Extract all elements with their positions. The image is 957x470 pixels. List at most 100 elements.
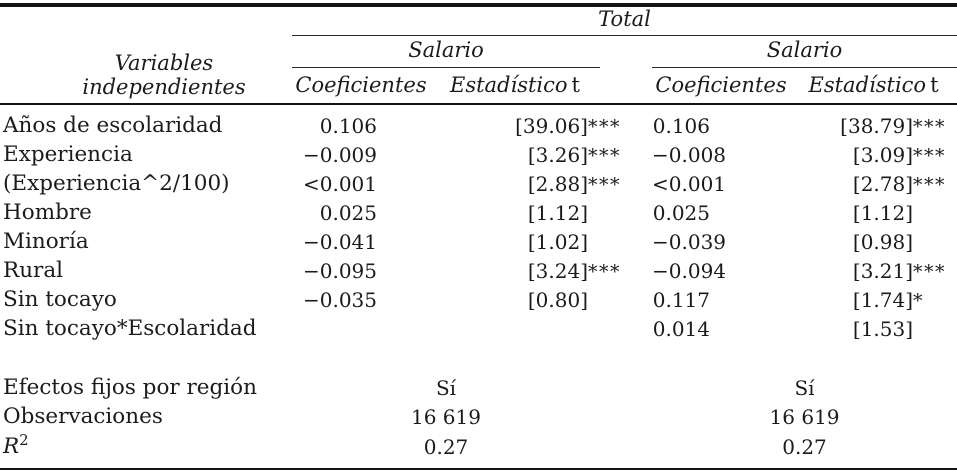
coefficient-cell: 0.106: [319, 113, 377, 138]
t-statistic-cell: [38.79]***: [840, 113, 947, 138]
header-gap: [600, 67, 652, 105]
t-statistic-cell: [2.78]***: [852, 171, 947, 196]
table-body: Años de escolaridad 0.106 [39.06]*** 0.1…: [0, 104, 957, 345]
summary-value: 0.27: [652, 431, 957, 470]
table-row: Años de escolaridad 0.106 [39.06]*** 0.1…: [0, 104, 957, 142]
t-value: [3.26]: [527, 142, 588, 167]
coefficient-cell: −0.009: [302, 142, 377, 167]
t-statistic-cell: [0.80]: [430, 287, 600, 316]
coefficient-cell: 0.025: [319, 200, 377, 225]
spacer-row: [0, 345, 957, 374]
summary-row-observations: Observaciones 16 619 16 619: [0, 403, 957, 432]
column-header-estadistico-t-1: Estadístico t: [430, 67, 600, 105]
table-summary: Efectos fijos por región Sí Sí Observaci…: [0, 345, 957, 470]
coefficient-cell: [292, 316, 430, 345]
stub-header-variables-independientes: Variables independientes: [0, 5, 292, 105]
summary-value: 16 619: [769, 404, 840, 429]
t-statistic-cell: [2.88]***: [527, 171, 621, 196]
t-value: [39.06]: [515, 113, 588, 138]
gap-cell: [600, 316, 652, 345]
estadistico-label: Estadístico: [808, 72, 927, 97]
coefficient-cell: 0.117: [652, 287, 710, 312]
header-row-salario: Salario Salario: [0, 35, 957, 68]
t-value: [2.78]: [852, 171, 914, 196]
summary-value: 0.27: [292, 431, 600, 470]
t-statistic-cell: [1.12]: [790, 200, 957, 229]
t-statistic-cell: [3.21]***: [852, 258, 947, 283]
coefficient-cell: −0.041: [302, 229, 377, 254]
t-statistic-cell: [0.98]: [790, 229, 957, 258]
r-exponent: 2: [19, 431, 29, 449]
t-statistic-cell: [1.12]: [430, 200, 600, 229]
row-label: Minoría: [3, 228, 89, 254]
coefficient-cell: −0.008: [652, 142, 727, 167]
t-value: [1.12]: [852, 200, 914, 225]
t-value: [38.79]: [840, 113, 914, 138]
t-statistic-cell: [39.06]***: [515, 113, 621, 138]
coefficient-cell: −0.094: [652, 258, 727, 283]
table-row: Hombre 0.025 [1.12] 0.025 [1.12]: [0, 200, 957, 229]
gap-cell: [600, 287, 652, 316]
row-label: Observaciones: [3, 403, 163, 429]
row-label-r-squared: R2: [0, 431, 292, 470]
row-label: Efectos fijos por región: [3, 374, 257, 400]
coefficient-cell: 0.106: [652, 113, 710, 138]
t-value: [1.12]: [527, 200, 588, 225]
t-statistic-cell: [430, 316, 600, 345]
row-label: Años de escolaridad: [3, 112, 223, 138]
column-group-total: Total: [292, 5, 957, 36]
t-statistic-cell: [3.24]***: [527, 258, 621, 283]
column-header-coeficientes-2: Coeficientes: [652, 67, 790, 105]
summary-value: Sí: [794, 375, 815, 400]
table-row: (Experiencia^2/100) <0.001 [2.88]*** <0.…: [0, 171, 957, 200]
table-row: Rural −0.095 [3.24]*** −0.094 [3.21]***: [0, 258, 957, 287]
coefficient-cell: <0.001: [652, 171, 727, 196]
estadistico-label: Estadístico: [449, 72, 568, 97]
regression-table: Variables independientes Total Salario S…: [0, 3, 957, 470]
stub-header-line2: independientes: [82, 74, 246, 99]
table-row: Experiencia −0.009 [3.26]*** −0.008 [3.0…: [0, 142, 957, 171]
summary-row-fixed-effects: Efectos fijos por región Sí Sí: [0, 374, 957, 403]
table-row: Sin tocayo −0.035 [0.80] 0.117 [1.74]*: [0, 287, 957, 316]
coefficient-cell: −0.095: [302, 258, 377, 283]
t-value: [3.21]: [852, 258, 914, 283]
row-label: Sin tocayo*Escolaridad: [3, 315, 257, 341]
table-row: Sin tocayo*Escolaridad 0.014 [1.53]: [0, 316, 957, 345]
t-value: [1.02]: [527, 229, 588, 254]
t-statistic-cell: [3.09]***: [852, 142, 947, 167]
r-symbol: R: [3, 433, 20, 459]
header-row-total: Variables independientes Total: [0, 5, 957, 105]
column-group-salario-2: Salario: [652, 35, 957, 68]
summary-value: 16 619: [411, 404, 481, 429]
summary-row-r-squared: R2 0.27 0.27: [0, 431, 957, 470]
gap-cell: [600, 403, 652, 432]
t-statistic-cell: [3.26]***: [527, 142, 621, 167]
stub-header-line1: Variables: [114, 50, 214, 75]
row-label: Hombre: [3, 199, 92, 225]
gap-cell: [600, 431, 652, 470]
row-label: Experiencia: [3, 141, 133, 167]
column-header-estadistico-t-2: Estadístico t: [790, 67, 957, 105]
t-value: [2.88]: [527, 171, 588, 196]
t-statistic-cell: [1.53]: [790, 316, 957, 345]
row-label: Sin tocayo: [3, 286, 117, 312]
t-label: t: [930, 72, 939, 97]
coefficient-cell: −0.039: [652, 229, 727, 254]
t-label: t: [571, 72, 580, 97]
spacer-cell: [0, 345, 957, 374]
summary-value: Sí: [435, 375, 457, 400]
table-header: Variables independientes Total Salario S…: [0, 5, 957, 105]
coefficient-cell: 0.025: [652, 200, 710, 225]
gap-cell: [600, 374, 652, 403]
column-group-salario-1: Salario: [292, 35, 600, 68]
t-value: [1.74]: [852, 287, 914, 312]
t-value: [0.80]: [527, 287, 588, 312]
t-value: [0.98]: [852, 229, 914, 254]
table-row: Minoría −0.041 [1.02] −0.039 [0.98]: [0, 229, 957, 258]
t-value: [1.53]: [852, 316, 914, 341]
gap-cell: [600, 229, 652, 258]
column-header-coeficientes-1: Coeficientes: [292, 67, 430, 105]
t-value: [3.24]: [527, 258, 588, 283]
header-gap: [600, 36, 652, 68]
t-statistic-cell: [1.02]: [430, 229, 600, 258]
